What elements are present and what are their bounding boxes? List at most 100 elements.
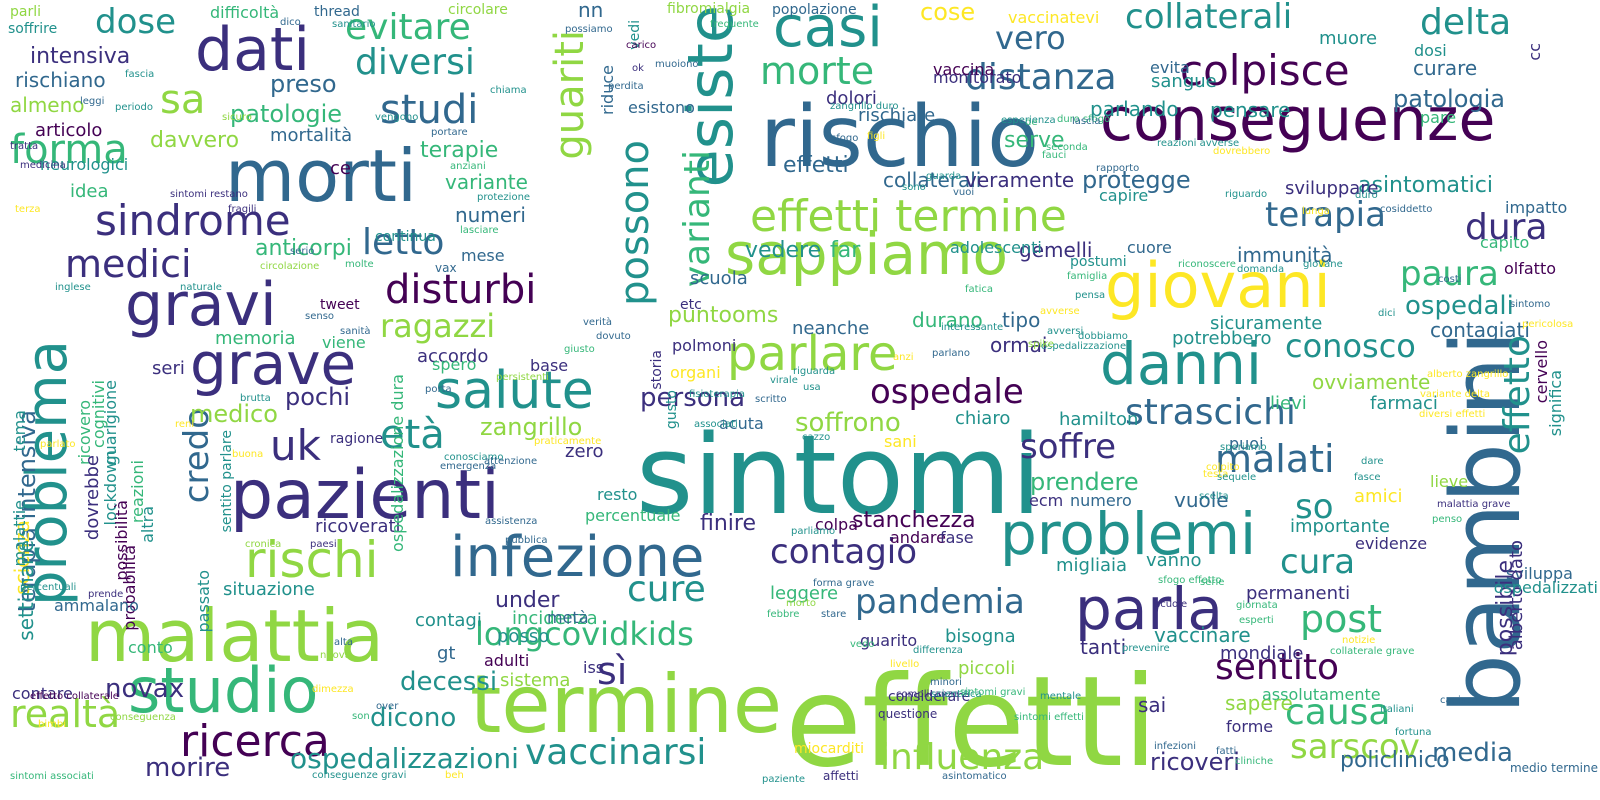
word-soffrire: soffrire <box>8 21 58 37</box>
word-sintomo: sintomo <box>1510 299 1551 310</box>
word-fase: fase <box>940 528 974 547</box>
word-ovviamente: ovviamente <box>1312 370 1431 394</box>
word-inglese: inglese <box>55 282 91 293</box>
word-ormai: ormai <box>990 333 1048 357</box>
word-gusto: gusto <box>664 390 680 430</box>
word-passato: passato <box>194 570 213 633</box>
word-famiglia: famiglia <box>1067 271 1108 282</box>
word-vaccina: vaccina <box>933 60 995 79</box>
word-anziani: anziani <box>450 161 486 172</box>
word-veramente: veramente <box>965 168 1075 192</box>
word-polmoni: polmoni <box>672 336 737 355</box>
word-dolori: dolori <box>826 88 877 109</box>
word-popolazione: popolazione <box>772 2 857 18</box>
word-effetti-termine: effetti termine <box>750 191 1067 242</box>
word-anticorpi: anticorpi <box>255 236 352 261</box>
word-naturale: naturale <box>180 282 222 293</box>
word-malattia: malattia <box>85 594 384 678</box>
word-colpisce: colpisce <box>1180 46 1350 95</box>
word-grave: grave <box>190 330 357 398</box>
word-vaccinarsi: vaccinarsi <box>525 732 707 773</box>
word-virale: virale <box>770 375 798 386</box>
word-adulti: adulti <box>484 651 530 670</box>
word-sindrome: sindrome <box>95 196 291 245</box>
word-over: over <box>376 701 399 712</box>
word-protezione: protezione <box>477 192 531 203</box>
word-pochi: pochi <box>285 383 350 411</box>
word-riguardo: riguardo <box>1225 189 1268 200</box>
word-decessi: decessi <box>400 667 498 697</box>
word-soffre: soffre <box>1020 427 1117 467</box>
word-capito: capito <box>1480 233 1530 252</box>
word-variante-delta: variante delta <box>1420 389 1490 400</box>
word-prevenire: prevenire <box>1122 643 1170 654</box>
word-patologia: patologia <box>1393 85 1505 113</box>
word-potrebbero: potrebbero <box>1172 328 1272 349</box>
word-contare: contare <box>12 684 73 703</box>
word-influenza: influenza <box>880 737 1045 778</box>
word-terapia: terapia <box>1265 195 1386 235</box>
word-pensa: pensa <box>1075 290 1106 301</box>
word-tanti: tanti <box>1080 635 1127 659</box>
word-parla: parla <box>1075 575 1223 643</box>
word-verità: verità <box>583 317 613 328</box>
word-giovani: giovani <box>1105 249 1331 322</box>
word-stare: stare <box>821 609 847 620</box>
word-sintomi-restano: sintomi restano <box>170 189 248 200</box>
word-migliaia: migliaia <box>1056 555 1128 576</box>
word-effetto-collaterale: effetto collaterale <box>30 691 119 702</box>
word-assolutamente: assolutamente <box>1262 685 1381 704</box>
word-colpa: colpa <box>815 515 858 534</box>
word-dosi: dosi <box>1414 41 1447 60</box>
word-rischio: rischio <box>760 88 1040 187</box>
word-realtà: realtà <box>10 692 121 736</box>
word-asintomatico: asintomatico <box>942 771 1007 782</box>
word-fibromialgia: fibromialgia <box>667 1 751 17</box>
word-nn: nn <box>578 0 604 22</box>
word-sangue: sangue <box>1151 71 1217 92</box>
word-sono: sono <box>902 182 926 193</box>
word-assistenza: assistenza <box>485 516 538 527</box>
word-colpito: colpito <box>1206 462 1240 473</box>
word-davvero: davvero <box>150 128 240 153</box>
word-dobbiamo: dobbiamo <box>1078 331 1128 342</box>
word-attenzione: attenzione <box>484 456 538 467</box>
word-associati: associati <box>694 419 738 430</box>
word-bimbi: bimbi <box>38 719 66 730</box>
word-lunga: lunga <box>1302 206 1330 217</box>
word-durano: durano <box>912 308 983 332</box>
word-varianti: varianti <box>677 150 718 288</box>
word-etc: etc <box>680 297 702 313</box>
word-situazione: situazione <box>223 579 315 600</box>
word-significa: significa <box>1546 370 1565 437</box>
word-pericolosa: pericolosa <box>1522 319 1574 330</box>
word-sicuro: sicuro <box>222 112 252 123</box>
word-so: so <box>1295 487 1334 527</box>
word-vero: vero <box>995 19 1066 57</box>
word-ospedalizzati: ospedalizzati <box>1493 578 1598 597</box>
word-causa: causa <box>1285 692 1391 733</box>
word-ricoveri: ricoveri <box>1150 748 1240 776</box>
word-portare: portare <box>431 127 468 138</box>
word-vuole: vuole <box>1174 488 1229 512</box>
word-resto: resto <box>597 485 638 504</box>
word-cc: cc <box>1525 43 1544 61</box>
word-ricerca: ricerca <box>180 716 330 767</box>
word-riguarda: riguarda <box>793 366 836 377</box>
word-evita: evita <box>1150 58 1190 77</box>
word-emergenza: emergenza <box>440 461 497 472</box>
word-speriamo: speriamo <box>1220 442 1267 453</box>
word-curare: curare <box>1413 56 1478 80</box>
word-ospedalizzazione: ospedalizzazione <box>1041 341 1127 352</box>
word-diversi-effetti: diversi effetti <box>1419 409 1486 420</box>
word-vuoi: vuoi <box>953 187 975 198</box>
word-dico: dico <box>280 17 301 28</box>
word-rischi: rischi <box>245 531 379 589</box>
word-numeri: numeri <box>455 203 526 227</box>
word-reazioni: reazioni <box>128 460 147 524</box>
word-duro-sfogo: duro sfogo <box>1057 114 1111 125</box>
word-zangrillo: zangrillo <box>480 413 583 441</box>
word-porta: porta <box>425 384 452 395</box>
word-monitorato: monitorato <box>933 68 1022 87</box>
word-de: de <box>1025 117 1038 128</box>
